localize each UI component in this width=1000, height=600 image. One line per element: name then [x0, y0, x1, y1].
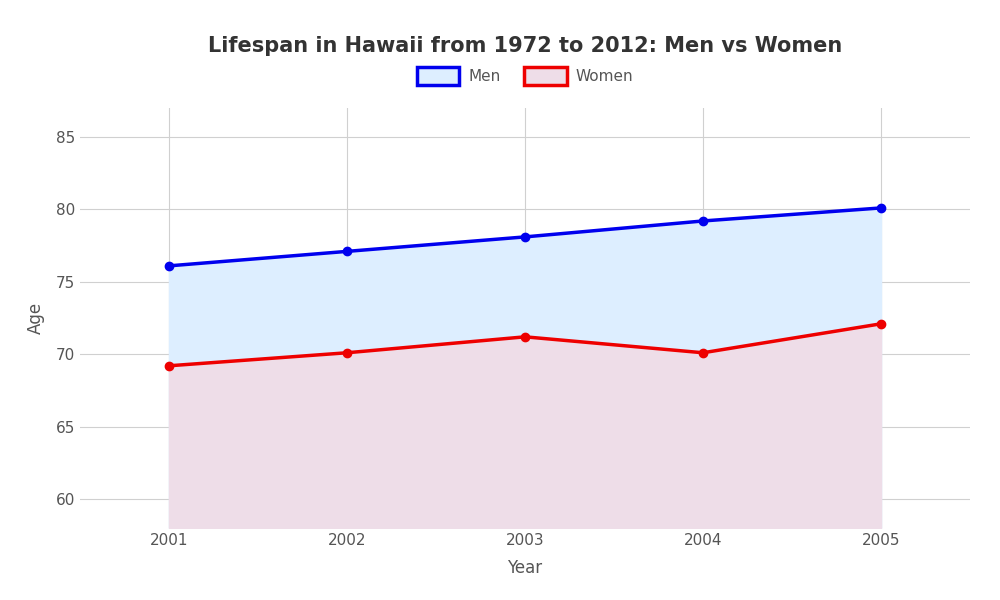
Y-axis label: Age: Age [27, 302, 45, 334]
Title: Lifespan in Hawaii from 1972 to 2012: Men vs Women: Lifespan in Hawaii from 1972 to 2012: Me… [208, 37, 842, 56]
Legend: Men, Women: Men, Women [411, 61, 639, 91]
X-axis label: Year: Year [507, 559, 543, 577]
